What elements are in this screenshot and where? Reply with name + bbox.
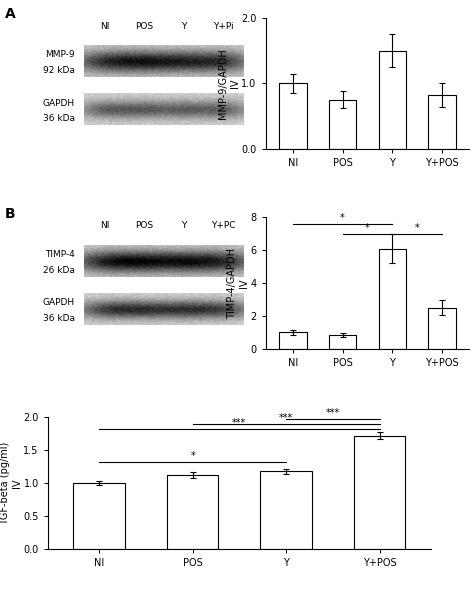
- Text: ***: ***: [326, 408, 340, 418]
- Bar: [167, 475, 219, 549]
- Bar: [279, 333, 307, 349]
- Bar: [329, 335, 356, 349]
- Text: *: *: [190, 451, 195, 461]
- Text: GAPDH: GAPDH: [43, 299, 75, 307]
- Y-axis label: TIMP-4/GAPDH
IV: TIMP-4/GAPDH IV: [228, 248, 249, 319]
- Bar: [329, 100, 356, 149]
- Text: 92 kDa: 92 kDa: [43, 65, 75, 75]
- Text: NI: NI: [100, 221, 109, 231]
- Text: TIMP-4: TIMP-4: [46, 250, 75, 259]
- Text: *: *: [365, 222, 370, 232]
- Text: 36 kDa: 36 kDa: [43, 314, 75, 323]
- Y-axis label: TGF-beta (pg/ml)
IV: TGF-beta (pg/ml) IV: [0, 441, 22, 525]
- Text: A: A: [5, 7, 16, 21]
- Text: GAPDH: GAPDH: [43, 99, 75, 107]
- Text: ***: ***: [279, 412, 293, 422]
- Text: 26 kDa: 26 kDa: [43, 266, 75, 274]
- Bar: [428, 95, 456, 149]
- Text: 36 kDa: 36 kDa: [43, 114, 75, 123]
- Text: *: *: [340, 213, 345, 223]
- Bar: [428, 308, 456, 349]
- Text: Y: Y: [181, 221, 187, 231]
- Text: NI: NI: [100, 22, 109, 31]
- Text: POS: POS: [135, 22, 153, 31]
- Bar: [379, 51, 406, 149]
- Text: B: B: [5, 207, 16, 221]
- Bar: [260, 471, 312, 549]
- Text: Y: Y: [181, 22, 187, 31]
- Bar: [73, 483, 125, 549]
- Text: POS: POS: [135, 221, 153, 231]
- Bar: [279, 83, 307, 149]
- Bar: [354, 435, 405, 549]
- Text: MMP-9: MMP-9: [46, 50, 75, 59]
- Bar: [379, 249, 406, 349]
- Text: *: *: [415, 222, 419, 232]
- Text: ***: ***: [232, 418, 246, 428]
- Text: Y+PC: Y+PC: [211, 221, 236, 231]
- Y-axis label: MMP-9/GAPDH
IV: MMP-9/GAPDH IV: [218, 48, 240, 119]
- Text: Y+Pi: Y+Pi: [213, 22, 234, 31]
